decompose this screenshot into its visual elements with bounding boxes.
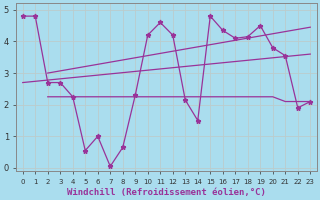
X-axis label: Windchill (Refroidissement éolien,°C): Windchill (Refroidissement éolien,°C) — [67, 188, 266, 197]
